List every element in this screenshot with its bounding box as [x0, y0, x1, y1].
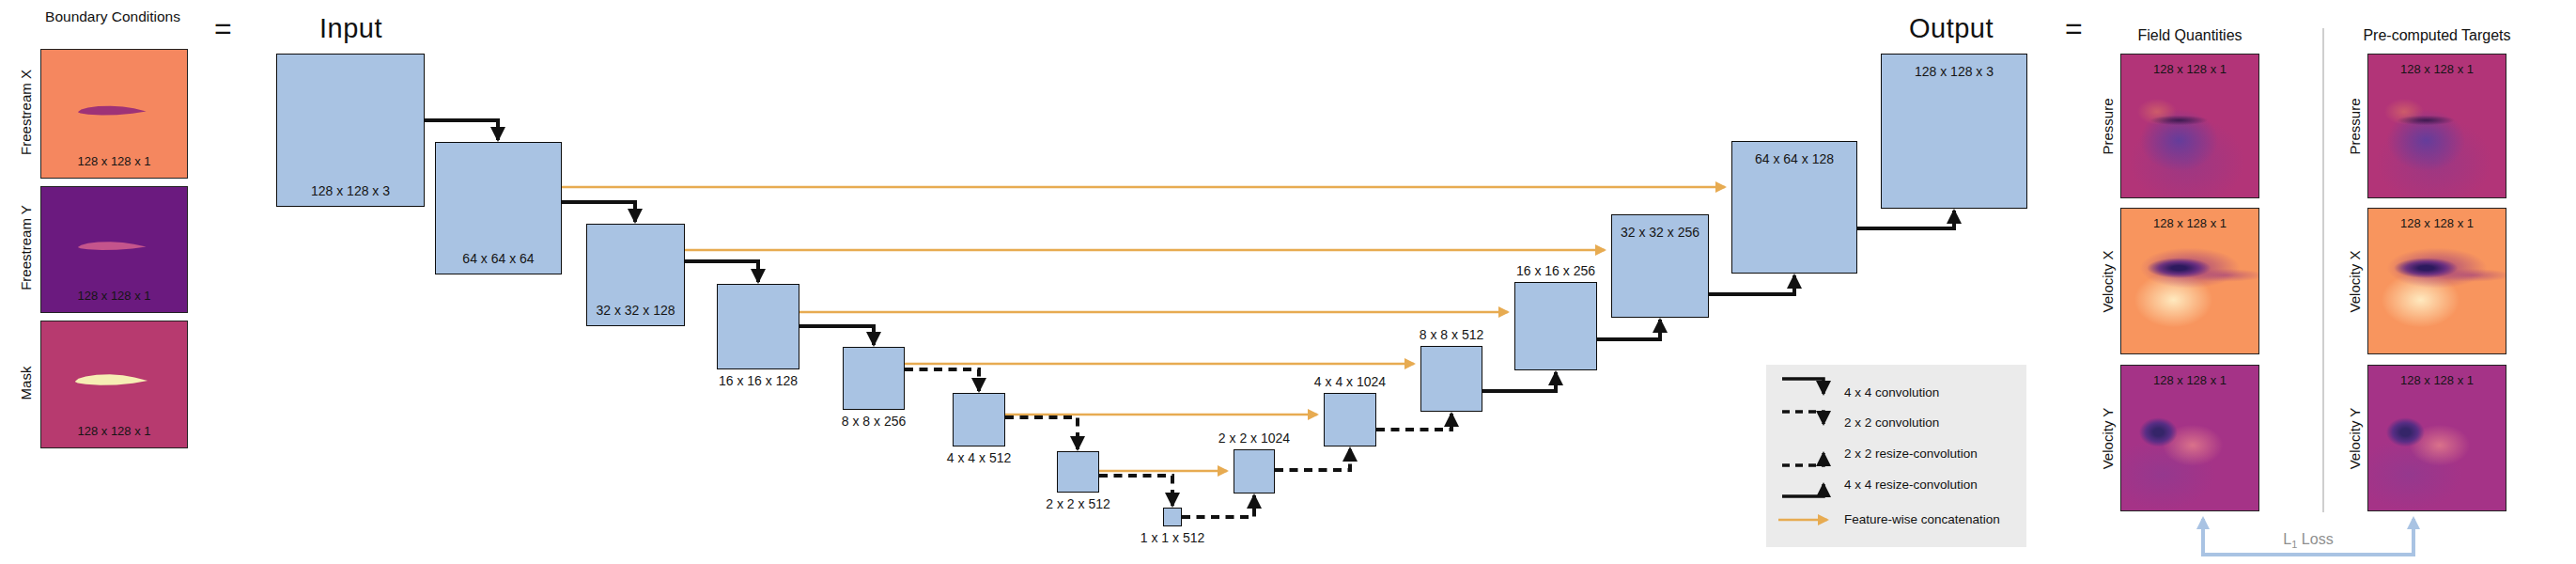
unet-box-bottleneck-1x1x512: 1 x 1 x 512: [1163, 508, 1182, 526]
field-pressure-image: 128 x 128 x 1: [2120, 54, 2259, 198]
pressure-dims: 128 x 128 x 1: [2121, 62, 2258, 76]
equals-sign-right: =: [2065, 11, 2083, 46]
velocity-y-label-left: Velocity Y: [2100, 392, 2116, 486]
conv-4x4-arrow-3: [685, 261, 758, 282]
freestream-x-label: Freestream X: [18, 66, 34, 160]
freestream-y-dims: 128 x 128 x 1: [41, 289, 187, 303]
box-dims-label: 1 x 1 x 512: [1141, 530, 1205, 545]
field-quantities-title: Field Quantities: [2096, 26, 2284, 45]
box-dims-label: 2 x 2 x 512: [1046, 496, 1110, 511]
legend-item-4x4-convolution: 4 x 4 convolution: [1844, 385, 1939, 400]
legend-item-2x2-resize-convolution: 2 x 2 resize-convolution: [1844, 446, 1978, 461]
freestream-x-image: 128 x 128 x 1: [40, 49, 188, 179]
resize-conv-2x2-arrow-1: [1182, 495, 1254, 517]
unet-box-enc-8x8x256: 8 x 8 x 256: [843, 347, 905, 410]
box-dims-label: 2 x 2 x 1024: [1218, 431, 1290, 446]
unet-box-dec-32x32x256: 32 x 32 x 256: [1611, 214, 1709, 318]
unet-box-enc-2x2x512: 2 x 2 x 512: [1057, 451, 1099, 493]
pressure-label-right: Pressure: [2347, 80, 2363, 174]
unet-box-dec-64x64x128: 64 x 64 x 128: [1731, 141, 1857, 274]
box-dims-label: 16 x 16 x 128: [719, 373, 798, 388]
velocity-y-dims: 128 x 128 x 1: [2121, 373, 2258, 387]
box-dims-label: 8 x 8 x 512: [1420, 327, 1484, 342]
box-dims-label: 8 x 8 x 256: [842, 414, 907, 429]
box-dims-label: 64 x 64 x 128: [1755, 151, 1834, 166]
box-dims-label: 32 x 32 x 128: [596, 303, 675, 318]
column-divider: [2322, 28, 2324, 512]
unet-box-enc-64x64x64: 64 x 64 x 64: [435, 142, 562, 274]
pressure-label-left: Pressure: [2100, 80, 2116, 174]
box-dims-label: 64 x 64 x 64: [462, 251, 534, 266]
pressure-dims: 128 x 128 x 1: [2368, 62, 2506, 76]
unet-box-dec-2x2x1024: 2 x 2 x 1024: [1234, 449, 1275, 494]
loss-word: Loss: [2302, 531, 2334, 547]
target-velocity-y-image: 128 x 128 x 1: [2367, 365, 2506, 511]
velocity-x-dims: 128 x 128 x 1: [2121, 216, 2258, 230]
conv-4x4-arrow-2: [562, 202, 635, 222]
mask-image: 128 x 128 x 1: [40, 321, 188, 448]
target-pressure-image: 128 x 128 x 1: [2367, 54, 2506, 198]
unet-box-dec-8x8x512: 8 x 8 x 512: [1420, 346, 1482, 412]
l1-loss-label: L1 Loss: [2233, 531, 2383, 550]
unet-box-dec-16x16x256: 16 x 16 x 256: [1514, 282, 1597, 370]
unet-box-input-128x128x3: 128 x 128 x 3: [276, 54, 425, 207]
mask-dims: 128 x 128 x 1: [41, 424, 187, 438]
box-dims-label: 4 x 4 x 1024: [1314, 374, 1386, 389]
pre-computed-targets-title: Pre-computed Targets: [2324, 26, 2550, 45]
freestream-y-image: 128 x 128 x 1: [40, 186, 188, 313]
field-velocity-y-image: 128 x 128 x 1: [2120, 365, 2259, 511]
mask-label: Mask: [18, 337, 34, 431]
legend-item-4x4-resize-convolution: 4 x 4 resize-convolution: [1844, 478, 1978, 492]
resize-conv-2x2-arrow-2: [1275, 448, 1350, 470]
freestream-x-dims: 128 x 128 x 1: [41, 154, 187, 168]
field-velocity-x-image: 128 x 128 x 1: [2120, 208, 2259, 354]
conv-4x4-arrow-4: [799, 326, 874, 345]
resize-conv-4x4-arrow-3: [1709, 275, 1794, 294]
unet-box-output-128x128x3: 128 x 128 x 3: [1881, 54, 2027, 209]
airfoil-silhouette: [78, 104, 147, 118]
legend-item-feature-wise-concatenation: Feature-wise concatenation: [1844, 512, 2000, 526]
conv-4x4-arrow-1: [425, 120, 498, 140]
unet-box-enc-4x4x512: 4 x 4 x 512: [953, 393, 1005, 446]
conv-2x2-arrow-1: [905, 369, 979, 391]
input-title: Input: [319, 13, 382, 44]
box-dims-label: 16 x 16 x 256: [1516, 263, 1595, 278]
velocity-x-dims: 128 x 128 x 1: [2368, 216, 2506, 230]
velocity-y-dims: 128 x 128 x 1: [2368, 373, 2506, 387]
equals-sign-left: =: [214, 11, 232, 46]
freestream-y-label: Freestream Y: [18, 201, 34, 295]
resize-conv-4x4-arrow-4: [1857, 211, 1954, 228]
conv-2x2-arrow-2: [1005, 417, 1078, 449]
unet-box-dec-4x4x1024: 4 x 4 x 1024: [1324, 393, 1376, 446]
figure-canvas: Boundary Conditions = Freestream X 128 x…: [0, 0, 2576, 564]
airfoil-silhouette: [78, 241, 147, 253]
velocity-x-label-left: Velocity X: [2100, 235, 2116, 329]
unet-box-enc-16x16x128: 16 x 16 x 128: [717, 284, 799, 369]
velocity-y-label-right: Velocity Y: [2347, 392, 2363, 486]
box-dims-label: 4 x 4 x 512: [947, 450, 1012, 465]
boundary-conditions-title: Boundary Conditions: [42, 8, 183, 25]
legend-item-2x2-convolution: 2 x 2 convolution: [1844, 415, 1939, 430]
unet-box-enc-32x32x128: 32 x 32 x 128: [586, 224, 685, 326]
loss-letter: L: [2283, 531, 2291, 547]
airfoil-silhouette: [75, 373, 148, 389]
resize-conv-2x2-arrow-3: [1376, 414, 1451, 430]
resize-conv-4x4-arrow-1: [1482, 372, 1556, 391]
loss-subscript: 1: [2291, 539, 2297, 550]
box-dims-label: 128 x 128 x 3: [1915, 64, 1994, 79]
output-title: Output: [1909, 13, 1994, 44]
resize-conv-4x4-arrow-2: [1597, 320, 1660, 339]
target-velocity-x-image: 128 x 128 x 1: [2367, 208, 2506, 354]
box-dims-label: 32 x 32 x 256: [1621, 225, 1699, 240]
velocity-x-label-right: Velocity X: [2347, 235, 2363, 329]
box-dims-label: 128 x 128 x 3: [311, 183, 390, 198]
